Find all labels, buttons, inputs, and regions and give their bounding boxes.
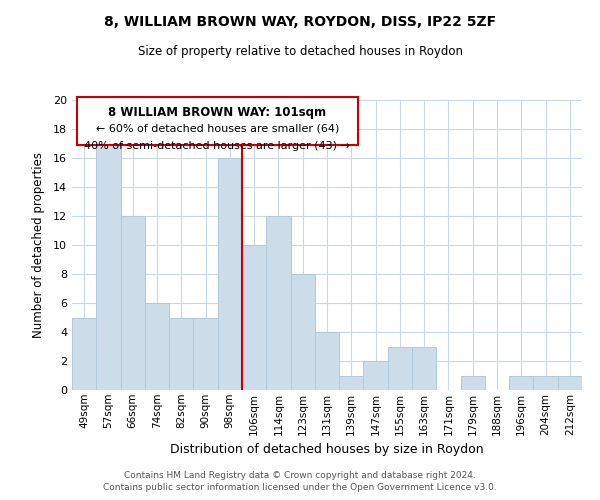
X-axis label: Distribution of detached houses by size in Roydon: Distribution of detached houses by size …: [170, 443, 484, 456]
Bar: [461, 376, 485, 390]
Bar: [412, 346, 436, 390]
Bar: [218, 158, 242, 390]
Bar: [193, 318, 218, 390]
Bar: [509, 376, 533, 390]
Text: 40% of semi-detached houses are larger (43) →: 40% of semi-detached houses are larger (…: [85, 140, 350, 150]
Text: Contains public sector information licensed under the Open Government Licence v3: Contains public sector information licen…: [103, 484, 497, 492]
Bar: [339, 376, 364, 390]
Text: Size of property relative to detached houses in Roydon: Size of property relative to detached ho…: [137, 45, 463, 58]
FancyBboxPatch shape: [77, 97, 358, 145]
Bar: [96, 144, 121, 390]
Bar: [169, 318, 193, 390]
Bar: [558, 376, 582, 390]
Bar: [242, 245, 266, 390]
Bar: [364, 361, 388, 390]
Bar: [315, 332, 339, 390]
Bar: [533, 376, 558, 390]
Text: Contains HM Land Registry data © Crown copyright and database right 2024.: Contains HM Land Registry data © Crown c…: [124, 471, 476, 480]
Bar: [145, 303, 169, 390]
Bar: [72, 318, 96, 390]
Bar: [121, 216, 145, 390]
Bar: [290, 274, 315, 390]
Y-axis label: Number of detached properties: Number of detached properties: [32, 152, 44, 338]
Bar: [388, 346, 412, 390]
Text: 8 WILLIAM BROWN WAY: 101sqm: 8 WILLIAM BROWN WAY: 101sqm: [108, 106, 326, 119]
Bar: [266, 216, 290, 390]
Text: ← 60% of detached houses are smaller (64): ← 60% of detached houses are smaller (64…: [95, 123, 339, 133]
Text: 8, WILLIAM BROWN WAY, ROYDON, DISS, IP22 5ZF: 8, WILLIAM BROWN WAY, ROYDON, DISS, IP22…: [104, 15, 496, 29]
